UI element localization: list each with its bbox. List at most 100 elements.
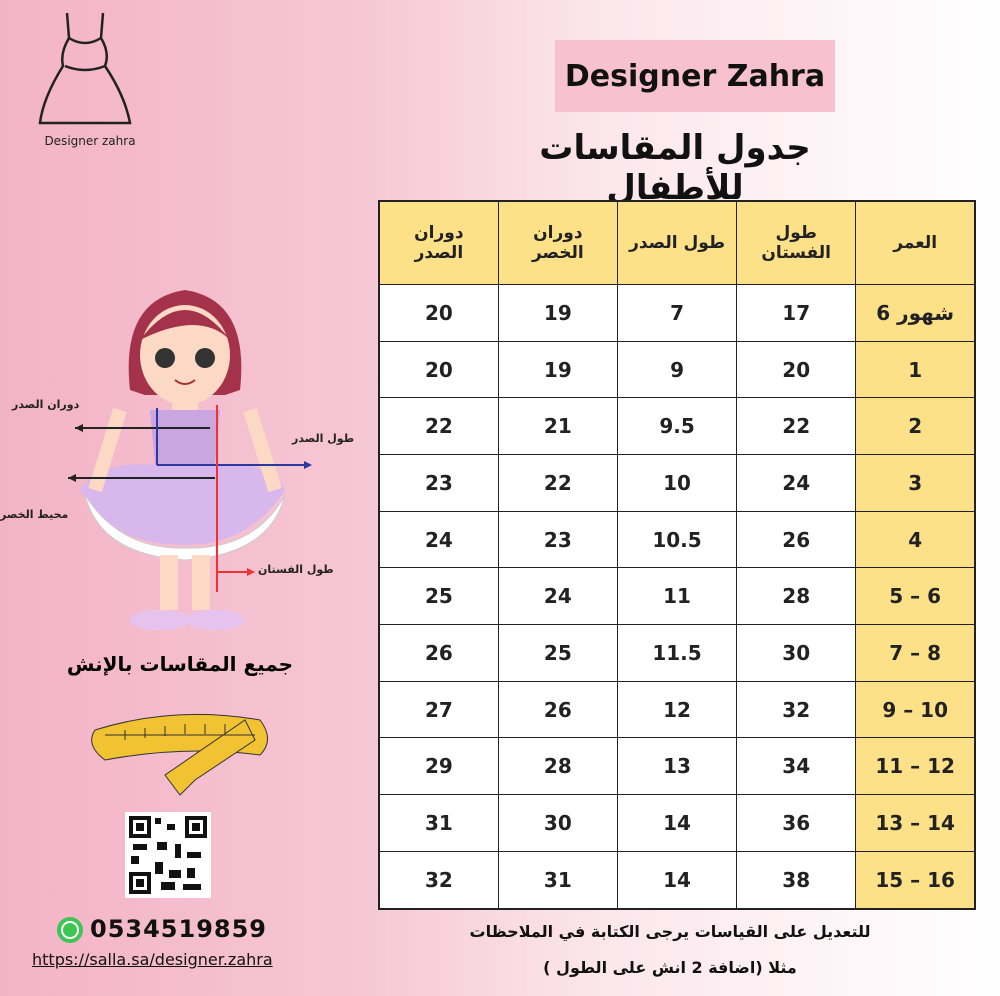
measure-label: طول الصدر	[292, 432, 355, 445]
girl-illustration	[68, 290, 312, 630]
size-cell: 13	[616, 737, 738, 796]
cell-text: 17	[782, 300, 811, 325]
table-row: 5 – 6 28 11 24 25	[378, 567, 976, 626]
cell-text: 30	[543, 810, 572, 835]
cell-text: 28	[543, 754, 572, 779]
size-cell: 14	[616, 850, 738, 910]
size-cell: 9.5	[616, 397, 738, 456]
size-cell: 25	[378, 567, 499, 626]
size-cell: 32	[736, 680, 857, 739]
cell-text: 32	[782, 697, 811, 722]
age-cell: 5 – 6	[855, 567, 976, 626]
cell-text: 14	[663, 867, 691, 892]
table-row: 4 26 10.5 23 24	[378, 510, 976, 569]
cell-text: 9.5	[659, 414, 695, 439]
cell-text: 9 – 10	[882, 697, 948, 722]
cell-text: 5 – 6	[889, 584, 942, 609]
table-row: 3 24 10 22 23	[378, 454, 976, 512]
measure-label: محيط الخصر	[0, 508, 69, 521]
size-cell: 28	[497, 737, 618, 796]
size-cell: 38	[736, 850, 857, 910]
column-header: طول الفستان	[736, 200, 857, 285]
cell-text: 32	[424, 867, 453, 892]
cell-text: 31	[543, 867, 572, 892]
cell-text: 19	[543, 357, 572, 382]
column-header: دوران الخصر	[497, 200, 618, 285]
size-cell: 20	[378, 340, 499, 399]
cell-text: 24	[424, 527, 453, 552]
table-row: 7 – 8 30 11.5 25 26	[378, 624, 976, 682]
age-cell: 15 – 16	[855, 850, 976, 910]
column-header: العمر	[855, 200, 976, 285]
size-cell: 10	[616, 454, 738, 512]
age-cell: 13 – 14	[855, 794, 976, 852]
phone: 0534519859	[90, 915, 267, 943]
size-cell: 19	[497, 284, 618, 342]
size-cell: 24	[378, 510, 499, 569]
units-note: جميع المقاسات بالإنش	[66, 652, 294, 676]
cell-text: 20	[424, 300, 453, 325]
cell-text: 28	[782, 584, 811, 609]
cell-text: 20	[424, 357, 453, 382]
cell-text: 25	[543, 640, 572, 665]
size-cell: 26	[378, 624, 499, 682]
cell-text: 10.5	[652, 527, 702, 552]
cell-text: 10	[663, 470, 691, 495]
cell-text: 12	[663, 697, 691, 722]
cell-text: 23	[543, 527, 572, 552]
cell-text: 38	[782, 867, 811, 892]
cell-text: 7 – 8	[889, 640, 942, 665]
cell-text: 34	[782, 754, 811, 779]
table-row: 15 – 16 38 14 31 32	[378, 850, 976, 910]
title: Designer Zahra	[555, 40, 835, 112]
cell-text: 21	[543, 414, 572, 439]
age-cell: 2	[855, 397, 976, 456]
cell-text: 20	[782, 357, 811, 382]
age-cell: 9 – 10	[855, 680, 976, 739]
qr-code	[125, 812, 211, 898]
size-cell: 10.5	[616, 510, 738, 569]
column-header: طول الصدر	[616, 200, 738, 285]
cell-text: 29	[424, 754, 453, 779]
cell-text: 4	[908, 527, 923, 552]
url[interactable]: https://salla.sa/designer.zahra	[32, 950, 273, 969]
size-cell: 22	[497, 454, 618, 512]
table-row: 11 – 12 34 13 28 29	[378, 737, 976, 796]
cell-text: 7	[670, 300, 684, 325]
cell-text: 26	[424, 640, 453, 665]
cell-text: 14	[663, 810, 691, 835]
cell-text: 13	[663, 754, 691, 779]
measure-label: طول الفستان	[258, 563, 334, 576]
cell-text: 25	[424, 584, 453, 609]
size-cell: 9	[616, 340, 738, 399]
size-cell: 28	[736, 567, 857, 626]
footer-line: للتعديل على القياسات يرجى الكتابة في الم…	[469, 922, 871, 941]
size-cell: 20	[736, 340, 857, 399]
size-cell: 30	[497, 794, 618, 852]
table-row: 9 – 10 32 12 26 27	[378, 680, 976, 739]
measure-label: دوران الصدر	[12, 398, 80, 411]
age-cell: 7 – 8	[855, 624, 976, 682]
cell-text: 2	[908, 414, 923, 439]
cell-text: 11 – 12	[875, 754, 955, 779]
size-cell: 23	[378, 454, 499, 512]
footer-line: مثلا (اضافة 2 انش على الطول )	[543, 958, 797, 977]
cell-text: 31	[424, 810, 453, 835]
age-cell: 6 شهور	[855, 284, 976, 342]
cell-text: 11	[663, 584, 691, 609]
size-cell: 23	[497, 510, 618, 569]
size-cell: 24	[497, 567, 618, 626]
cell-text: 1	[908, 357, 923, 382]
age-cell: 4	[855, 510, 976, 569]
cell-text: 30	[782, 640, 811, 665]
size-cell: 30	[736, 624, 857, 682]
size-cell: 20	[378, 284, 499, 342]
age-cell: 3	[855, 454, 976, 512]
cell-text: 9	[670, 357, 684, 382]
size-cell: 14	[616, 794, 738, 852]
cell-text: 22	[782, 414, 811, 439]
logo-dress	[38, 12, 132, 125]
size-cell: 27	[378, 680, 499, 739]
size-cell: 26	[497, 680, 618, 739]
